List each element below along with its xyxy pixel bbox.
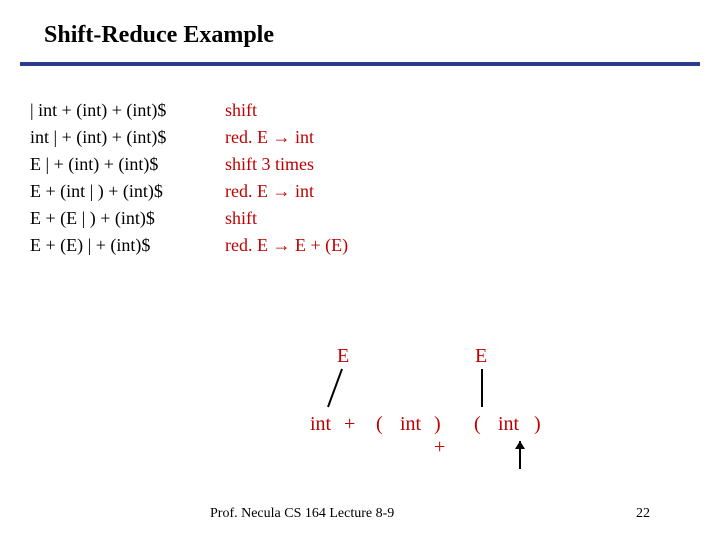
derivation-steps: | int + (int) + (int)$shiftint | + (int)… (30, 100, 348, 262)
footer-left: Prof. Necula CS 164 Lecture 8-9 (210, 506, 394, 522)
token: ( (474, 413, 481, 436)
step-action: red. E → E + (E) (225, 235, 348, 256)
tree-nonterminal: E (337, 345, 349, 368)
footer-right: 22 (636, 506, 650, 522)
step-action: shift (225, 100, 257, 121)
step-stack: int | + (int) + (int)$ (30, 127, 225, 148)
slide-footer: Prof. Necula CS 164 Lecture 8-9 22 (0, 506, 720, 522)
step-row: E + (int | ) + (int)$red. E → int (30, 181, 348, 202)
step-stack: E + (E | ) + (int)$ (30, 208, 225, 229)
step-row: E | + (int) + (int)$shift 3 times (30, 154, 348, 175)
step-action: red. E → int (225, 127, 314, 148)
step-row: | int + (int) + (int)$shift (30, 100, 348, 121)
token: int (310, 413, 331, 436)
step-stack: | int + (int) + (int)$ (30, 100, 225, 121)
slide-title: Shift-Reduce Example (44, 22, 274, 49)
token: ) (534, 413, 541, 436)
step-stack: E + (E) | + (int)$ (30, 235, 225, 256)
step-row: E + (E) | + (int)$red. E → E + (E) (30, 235, 348, 256)
token: ) + (434, 413, 445, 459)
parse-tree-area: E Eint + ( int ) + ( int) (310, 345, 710, 475)
step-row: int | + (int) + (int)$red. E → int (30, 127, 348, 148)
title-underline (20, 62, 700, 66)
token: int (498, 413, 519, 436)
title-text: Shift-Reduce Example (44, 22, 274, 48)
step-action: shift (225, 208, 257, 229)
token: int (400, 413, 421, 436)
step-action: red. E → int (225, 181, 314, 202)
tree-nonterminal: E (475, 345, 487, 368)
step-action: shift 3 times (225, 154, 314, 175)
parse-tree-lines (310, 345, 710, 475)
step-stack: E | + (int) + (int)$ (30, 154, 225, 175)
step-row: E + (E | ) + (int)$shift (30, 208, 348, 229)
pointer-arrow (512, 441, 532, 481)
token: ( (376, 413, 383, 436)
token: + (344, 413, 355, 436)
step-stack: E + (int | ) + (int)$ (30, 181, 225, 202)
